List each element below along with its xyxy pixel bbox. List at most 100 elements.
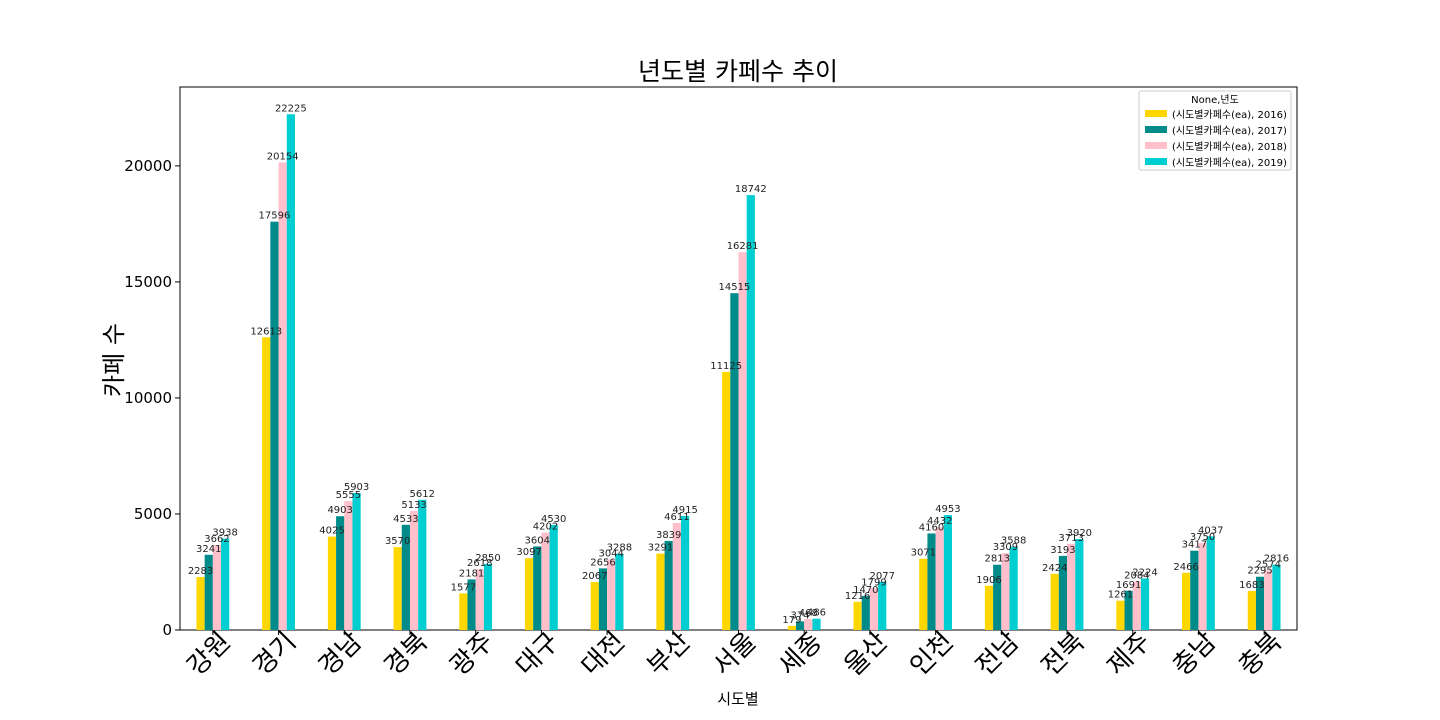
data-label: 12613 (250, 326, 282, 337)
bar (1182, 572, 1191, 630)
bar (467, 579, 476, 630)
data-label: 1906 (976, 575, 1001, 586)
data-label: 2574 (1256, 559, 1281, 570)
data-label: 2618 (467, 558, 492, 569)
x-tick-label: 부산 (642, 627, 697, 682)
bars-layer (196, 114, 1281, 631)
data-label: 16281 (727, 241, 759, 252)
data-label: 18742 (735, 184, 767, 195)
bar (919, 558, 928, 630)
legend-label: (시도별카페수(ea), 2017) (1172, 125, 1287, 137)
bar (401, 524, 410, 630)
data-label: 3193 (1050, 545, 1075, 556)
data-label: 5612 (410, 489, 435, 500)
bar (796, 621, 805, 630)
data-label: 2656 (590, 557, 615, 568)
legend-items: (시도별카페수(ea), 2016) (시도별카페수(ea), 2017) (시도별… (1145, 109, 1287, 169)
data-label: 486 (807, 608, 826, 619)
data-label: 11125 (710, 361, 742, 372)
bar (483, 563, 493, 630)
bar (680, 515, 690, 630)
x-tick-label: 울산 (839, 627, 894, 682)
x-tick-label: 충북 (1233, 627, 1288, 682)
data-label: 2813 (984, 554, 1009, 565)
bar (1124, 590, 1133, 630)
data-label: 3417 (1182, 540, 1207, 551)
legend-box (1138, 90, 1292, 171)
data-label: 3839 (656, 530, 681, 541)
x-tick-label: 광주 (444, 627, 499, 682)
bar (212, 545, 222, 630)
bar (270, 221, 279, 631)
data-label: 3588 (1001, 536, 1026, 547)
bar (607, 559, 616, 630)
bar (1116, 600, 1125, 630)
y-axis-label: 카페 수 (100, 323, 128, 397)
bar (204, 554, 213, 630)
data-label: 2816 (1264, 554, 1289, 565)
y-tick-label: 5000 (134, 505, 172, 523)
data-label: 2067 (582, 571, 607, 582)
data-label: 2224 (1132, 567, 1157, 578)
data-label: 3662 (204, 534, 229, 545)
data-label: 4915 (672, 505, 697, 516)
legend-swatch (1145, 142, 1167, 149)
legend-swatch (1145, 110, 1167, 117)
data-label: 4025 (319, 526, 344, 537)
x-tick-label: 경남 (313, 627, 368, 682)
x-tick-label: 경기 (247, 627, 302, 682)
legend-label: (시도별카페수(ea), 2019) (1172, 157, 1287, 169)
bar (278, 162, 287, 630)
x-tick-label: 충남 (1167, 627, 1222, 682)
x-axis-label: 시도별 (717, 690, 758, 708)
bar (336, 516, 345, 630)
data-label: 4530 (541, 514, 566, 525)
data-label: 468 (799, 608, 818, 619)
data-label: 5903 (344, 482, 369, 493)
x-tick-label: 대전 (576, 627, 631, 682)
bar (344, 501, 353, 630)
bar (1264, 570, 1273, 630)
y-tick-label: 0 (162, 621, 172, 639)
bar (1190, 550, 1199, 630)
data-label: 3920 (1067, 528, 1092, 539)
bar (459, 593, 468, 630)
bar (590, 582, 599, 630)
data-label: 3604 (525, 535, 550, 546)
data-label: 3570 (385, 536, 410, 547)
bar (196, 577, 205, 630)
x-tick-label: 서울 (707, 627, 762, 682)
bar (943, 515, 953, 630)
bar (1206, 536, 1215, 630)
bar (787, 625, 797, 630)
data-label: 3071 (911, 548, 936, 559)
data-label: 4160 (919, 522, 944, 533)
data-label: 1691 (1116, 580, 1141, 591)
data-label: 4533 (393, 514, 418, 525)
data-label: 20154 (267, 151, 299, 162)
bar (869, 588, 879, 630)
data-label: 3309 (993, 542, 1018, 553)
bar (1050, 573, 1059, 630)
data-label: 3097 (516, 547, 541, 558)
legend-label: (시도별카페수(ea), 2016) (1172, 109, 1287, 121)
data-label: 2077 (869, 571, 894, 582)
bar (1272, 564, 1281, 630)
data-label: 2084 (1124, 571, 1149, 582)
bar (615, 553, 624, 630)
bar (746, 195, 755, 631)
data-label: 4432 (927, 516, 952, 527)
data-label: 1470 (853, 585, 878, 596)
data-label: 3291 (648, 543, 673, 554)
chart-title: 년도별 카페수 추이 (638, 57, 838, 86)
data-label: 1577 (451, 582, 476, 593)
data-label: 1799 (861, 577, 886, 588)
y-axis: 0 5000 10000 15000 20000 (124, 157, 180, 639)
data-label: 4037 (1198, 525, 1223, 536)
y-tick-label: 10000 (124, 389, 172, 407)
x-tick-label: 전북 (1036, 627, 1091, 682)
data-label: 2424 (1042, 563, 1067, 574)
data-label: 4953 (935, 504, 960, 515)
data-label: 3713 (1058, 533, 1083, 544)
